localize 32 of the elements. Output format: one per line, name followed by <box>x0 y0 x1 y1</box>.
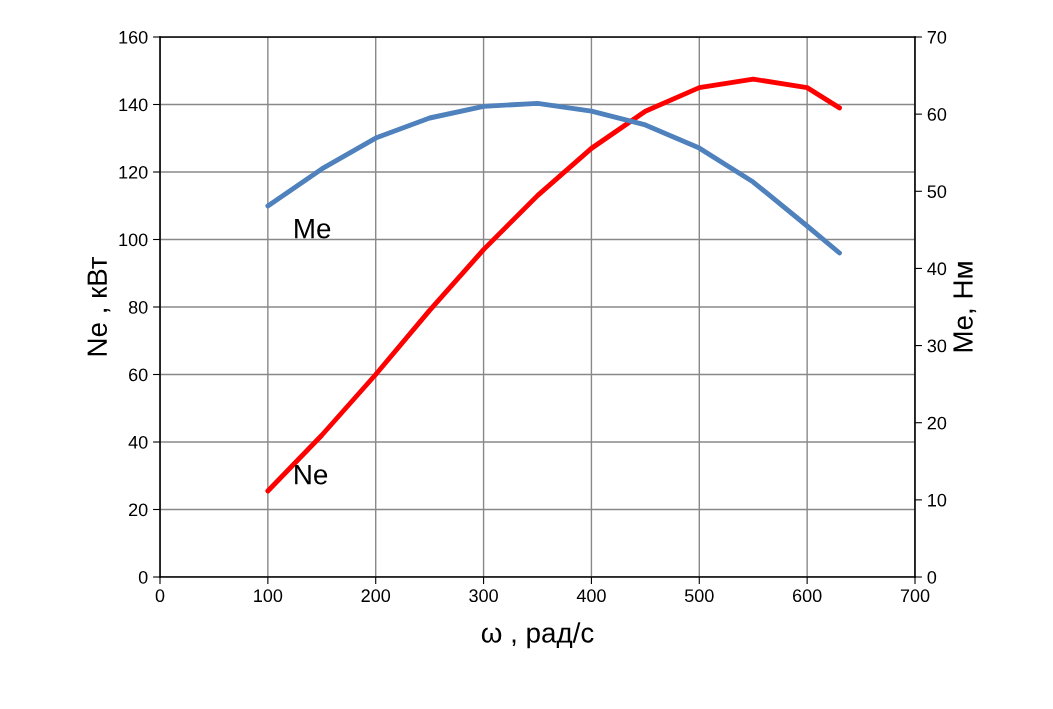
x-tick-label: 400 <box>576 589 606 603</box>
series-label: Me <box>295 219 331 239</box>
x-axis-title: ω , рад/с <box>481 622 594 649</box>
y2-tick-label: 40 <box>927 262 947 276</box>
y2-tick-label: 20 <box>927 416 947 430</box>
x-tick-label: 700 <box>900 589 930 603</box>
y-tick-label: 0 <box>138 570 148 584</box>
x-tick-label: 500 <box>684 589 714 603</box>
x-tick-label: 100 <box>254 589 283 603</box>
x-tick-label: 200 <box>361 589 391 603</box>
line-series <box>265 100 842 256</box>
x-tick-label: 0 <box>155 589 165 603</box>
y-tick-label: 160 <box>119 30 148 44</box>
y-tick-label: 100 <box>119 233 148 247</box>
y-tick-label: 60 <box>129 368 148 382</box>
line-series <box>265 76 842 494</box>
y-axis-title: Ne , кВт <box>87 256 111 356</box>
x-tick-label: 300 <box>469 589 498 603</box>
y-tick-label: 20 <box>129 503 148 517</box>
y2-tick-label: 0 <box>927 570 937 584</box>
y2-axis-title: Me, Нм <box>953 262 977 352</box>
y2-tick-label: 10 <box>928 493 947 507</box>
y2-tick-label: 50 <box>927 185 947 199</box>
y-tick-label: 40 <box>128 435 148 449</box>
y2-tick-label: 70 <box>927 30 947 44</box>
series-label: Ne <box>295 465 328 485</box>
y-tick-label: 140 <box>119 98 148 112</box>
y-tick-label: 80 <box>128 300 148 314</box>
y2-tick-label: 60 <box>927 108 947 121</box>
y-tick-label: 120 <box>119 165 148 179</box>
y2-tick-label: 30 <box>927 339 947 353</box>
x-tick-label: 600 <box>793 589 822 603</box>
